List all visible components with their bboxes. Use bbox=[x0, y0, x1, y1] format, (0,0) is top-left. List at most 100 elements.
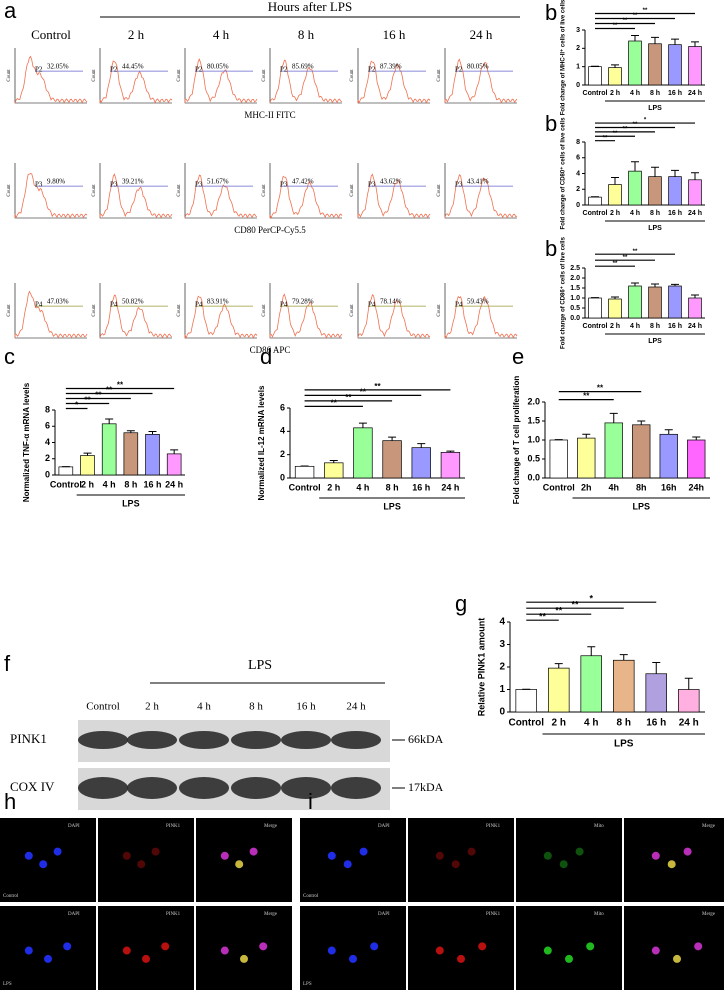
gate-percent: 9.80% bbox=[47, 178, 65, 186]
error-bar bbox=[631, 161, 639, 172]
panel-label: c bbox=[4, 344, 15, 369]
error-bar bbox=[358, 422, 367, 428]
gate-name: P3 bbox=[195, 181, 203, 189]
gate-name: P2 bbox=[280, 66, 288, 74]
y-tick-label: 1.0 bbox=[527, 434, 540, 444]
x-tick-label: 4 h bbox=[356, 482, 369, 492]
micrograph bbox=[196, 818, 292, 902]
x-tick-label: 4h bbox=[608, 482, 619, 492]
cell bbox=[249, 847, 258, 856]
x-tick-label: 24h bbox=[688, 482, 704, 492]
axis-label: CD80 PerCP-Cy5.5 bbox=[234, 225, 306, 235]
bar bbox=[608, 298, 622, 319]
significance-label: ** bbox=[643, 8, 648, 14]
cell bbox=[39, 860, 48, 869]
cell bbox=[122, 946, 131, 955]
micrograph bbox=[624, 906, 724, 990]
x-tick-label: 24 h bbox=[688, 90, 702, 97]
bar bbox=[440, 451, 461, 479]
bar bbox=[612, 659, 635, 713]
gate-percent: 59.43% bbox=[467, 298, 489, 306]
gate-name: P2 bbox=[455, 66, 463, 74]
gate-percent: 39.21% bbox=[122, 178, 144, 186]
bar bbox=[688, 179, 702, 206]
cell bbox=[435, 851, 444, 860]
channel-label: DAPI bbox=[68, 912, 80, 917]
column-label: Control bbox=[31, 27, 71, 42]
y-tick-label: 2 bbox=[45, 453, 50, 463]
micrograph bbox=[0, 818, 96, 902]
group-label: LPS bbox=[648, 225, 662, 232]
channel-label: Merge bbox=[264, 912, 278, 917]
gate-name: P2 bbox=[35, 66, 43, 74]
error-bar bbox=[148, 431, 157, 435]
error-bar bbox=[691, 294, 699, 298]
hist-y-label: Count bbox=[177, 69, 182, 82]
gate-percent: 50.82% bbox=[122, 298, 144, 306]
histogram bbox=[184, 295, 258, 340]
x-tick-label: 4 h bbox=[103, 479, 116, 489]
x-tick-label: Control bbox=[50, 479, 82, 489]
group-label: LPS bbox=[614, 739, 634, 750]
y-tick-label: 0.0 bbox=[570, 315, 580, 322]
cell bbox=[651, 946, 660, 955]
gate-name: P2 bbox=[195, 66, 203, 74]
gate-name: P3 bbox=[35, 181, 43, 189]
y-tick-label: 1.5 bbox=[570, 285, 580, 292]
x-tick-label: 8 h bbox=[650, 90, 660, 97]
bar bbox=[648, 286, 662, 319]
group-label: LPS bbox=[648, 338, 662, 345]
y-tick-label: 0.5 bbox=[570, 305, 580, 312]
significance-label: ** bbox=[360, 387, 367, 396]
y-axis-label: Normalized TNF-α mRNA levels bbox=[22, 382, 31, 502]
histogram bbox=[444, 295, 518, 339]
histogram bbox=[269, 175, 343, 220]
y-tick-label: 2 bbox=[499, 662, 505, 673]
channel-label: DAPI bbox=[378, 912, 390, 917]
bar bbox=[632, 424, 651, 479]
x-tick-label: 24 h bbox=[688, 323, 702, 330]
bar bbox=[547, 667, 570, 713]
significance-label: * bbox=[75, 401, 79, 410]
gate-name: P4 bbox=[280, 301, 288, 309]
bar bbox=[294, 465, 315, 479]
band bbox=[231, 731, 281, 749]
significance-label: ** bbox=[583, 392, 590, 401]
error-bar bbox=[671, 283, 679, 286]
bar bbox=[608, 67, 622, 86]
x-tick-label: Control bbox=[583, 90, 608, 97]
cell bbox=[220, 851, 229, 860]
channel-label: PINK1 bbox=[166, 912, 181, 917]
group-label: LPS bbox=[648, 105, 662, 112]
panel-label: b bbox=[545, 111, 557, 136]
significance-label: ** bbox=[613, 131, 618, 137]
column-label: 8 h bbox=[298, 27, 315, 42]
cell bbox=[137, 860, 146, 869]
y-tick-label: 0 bbox=[280, 472, 285, 482]
cell bbox=[343, 860, 352, 869]
column-label: 24 h bbox=[470, 27, 493, 42]
y-tick-label: 2.0 bbox=[527, 396, 540, 406]
x-tick-label: Control bbox=[583, 210, 608, 217]
x-tick-label: 2 h bbox=[327, 482, 340, 492]
x-tick-label: 16 h bbox=[143, 479, 161, 489]
hist-axes bbox=[99, 163, 172, 219]
gate-percent: 47.03% bbox=[47, 298, 69, 306]
error-bar bbox=[631, 282, 639, 286]
significance-label: ** bbox=[623, 18, 628, 24]
cell bbox=[370, 942, 379, 951]
y-tick-label: 1.0 bbox=[570, 295, 580, 302]
cell bbox=[44, 954, 52, 963]
hist-y-label: Count bbox=[92, 184, 97, 197]
x-tick-label: 24 h bbox=[165, 479, 183, 489]
x-tick-label: 16h bbox=[661, 482, 677, 492]
y-tick-label: 3 bbox=[499, 639, 505, 650]
significance-label: ** bbox=[571, 600, 579, 610]
hist-axes bbox=[184, 163, 257, 219]
error-bar bbox=[651, 36, 659, 44]
y-axis-label: Fold change of CD86⁺ cells of live cells bbox=[560, 236, 567, 349]
significance-label: ** bbox=[95, 391, 102, 400]
condition-label: LPS bbox=[303, 982, 312, 987]
y-tick-label: 0 bbox=[45, 469, 50, 479]
cell bbox=[63, 942, 72, 951]
